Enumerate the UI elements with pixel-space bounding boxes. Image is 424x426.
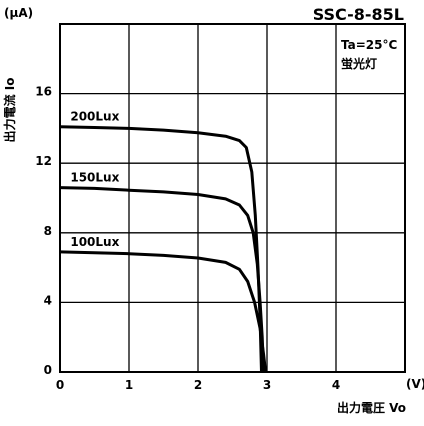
- series-label: 200Lux: [70, 110, 119, 124]
- x-tick-label: 0: [56, 378, 64, 392]
- plot-frame: [59, 23, 406, 373]
- x-tick-label: 1: [125, 378, 133, 392]
- y-tick-label: 0: [44, 363, 52, 377]
- condition-temperature: Ta=25°C: [341, 38, 397, 52]
- series-label: 100Lux: [70, 235, 119, 249]
- curves: [59, 125, 268, 373]
- series-curve: [59, 250, 268, 373]
- x-axis-label: 出力電圧 Vo: [337, 400, 406, 415]
- model-title: SSC-8-85L: [313, 5, 404, 24]
- series-curve: [59, 186, 266, 373]
- x-unit: (V): [406, 377, 424, 391]
- x-tick-label: 3: [263, 378, 271, 392]
- x-tick-label: 4: [332, 378, 340, 392]
- y-unit: (μA): [4, 6, 33, 20]
- y-tick-label: 8: [44, 224, 52, 238]
- grid: [60, 24, 405, 372]
- condition-light-source: 蛍光灯: [341, 56, 377, 71]
- y-tick-label: 16: [35, 85, 52, 99]
- y-axis-label: 出力電流 Io: [2, 78, 17, 143]
- x-axis-ticks: 0 1 2 3 4: [56, 378, 340, 392]
- y-tick-label: 4: [44, 293, 52, 307]
- x-tick-label: 2: [194, 378, 202, 392]
- series-label: 150Lux: [70, 171, 119, 185]
- series-labels: 200Lux 150Lux 100Lux: [70, 110, 119, 249]
- y-tick-label: 12: [35, 154, 52, 168]
- y-axis-ticks: 0 4 8 12 16: [35, 85, 52, 377]
